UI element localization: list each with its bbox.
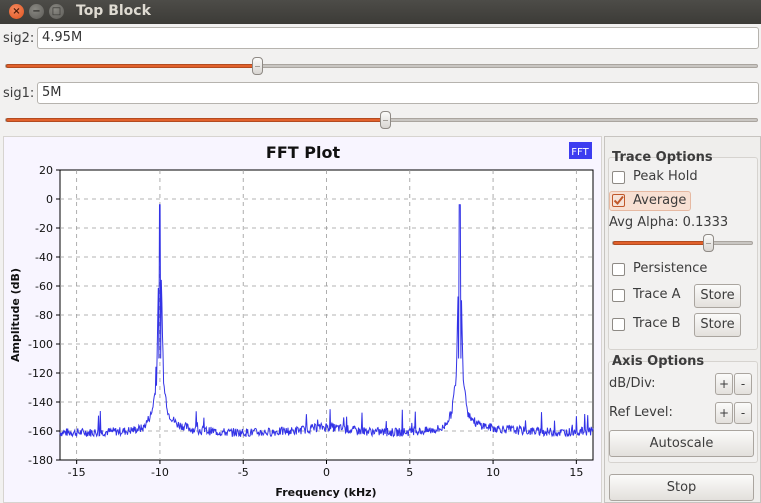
average-checkbox[interactable] [612,194,625,207]
trace-b-checkbox[interactable] [612,318,625,331]
fft-plot[interactable]: FFT Plot FFT -15 -10 -5 0 5 10 15200-20-40-60-… [4,137,601,502]
checkmark-icon [613,195,624,206]
db-div-minus-button[interactable]: - [734,373,752,395]
avg-alpha-slider-handle[interactable] [703,234,714,252]
x-tick-label: 10 [486,466,500,479]
fft-badge-bg [569,142,592,159]
trace-a-store-button[interactable]: Store [694,284,741,308]
avg-alpha-slider-fill [613,241,709,245]
axis-options-header: Axis Options [612,354,705,369]
persistence-checkbox[interactable] [612,263,625,276]
maximize-icon: □ [51,6,62,17]
sig1-label: sig1: [3,86,35,101]
window-title: Top Block [76,3,151,19]
fft-trace [59,204,594,438]
x-axis-label: Frequency (kHz) [275,486,376,499]
ref-level-plus-button[interactable]: + [715,402,733,424]
ref-level-label: Ref Level: [609,405,673,420]
peak-hold-label: Peak Hold [633,169,698,184]
fft-plot-panel: FFT Plot FFT -15 -10 -5 0 5 10 15 20 0 -20 -40 -60-… [3,136,602,503]
sig2-input[interactable]: 4.95M [37,27,759,49]
close-window-button[interactable]: × [9,4,24,19]
sig1-slider[interactable] [5,111,758,129]
plot-grid [60,170,593,460]
x-tick-label: 0 [323,466,330,479]
y-tick-label: -40 [35,251,53,264]
db-div-label: dB/Div: [609,376,656,391]
x-tick-label: 5 [406,466,413,479]
y-tick-label: -140 [28,396,53,409]
x-tick-label: -5 [238,466,249,479]
plot-ticks: -15 -10 -5 0 5 10 15 20 0 -20 -40 -60 -80 -100 -120 -14… [28,164,583,479]
y-tick-label: -120 [28,367,53,380]
y-tick-label: -160 [28,425,53,438]
y-axis-label: Amplitude (dB) [9,268,22,362]
trace-b-label: Trace B [633,316,681,331]
peak-hold-checkbox[interactable] [612,171,625,184]
minimize-window-button[interactable]: − [29,4,44,19]
options-panel: Trace Options Peak Hold Average Avg Alph… [604,136,761,503]
db-div-plus-button[interactable]: + [715,373,733,395]
y-tick-label: -100 [28,338,53,351]
plot-title: FFT Plot [266,143,341,162]
y-tick-label: 20 [39,164,53,177]
minimize-icon: − [32,6,41,17]
stop-button[interactable]: Stop [609,474,754,501]
x-tick-label: -15 [68,466,86,479]
avg-alpha-slider[interactable] [612,234,753,252]
y-tick-label: -180 [28,454,53,467]
maximize-window-button[interactable]: □ [49,4,64,19]
y-tick-label: -60 [35,280,53,293]
sig1-slider-handle[interactable] [380,111,391,129]
average-highlight [609,191,691,211]
trace-options-header: Trace Options [612,150,713,165]
sig2-slider-fill [6,64,258,68]
average-label: Average [633,193,687,208]
x-tick-label: -10 [151,466,169,479]
sig2-label: sig2: [3,31,35,46]
avg-alpha-label: Avg Alpha: 0.1333 [609,215,729,230]
autoscale-button[interactable]: Autoscale [609,430,754,457]
y-tick-label: -20 [35,222,53,235]
y-tick-label: 0 [46,193,53,206]
fft-badge-label: FFT [571,147,589,158]
x-tick-label: 15 [569,466,583,479]
trace-a-checkbox[interactable] [612,289,625,302]
close-icon: × [12,6,21,17]
sig1-slider-fill [6,118,386,122]
ref-level-minus-button[interactable]: - [734,402,752,424]
fft-badge[interactable]: FFT [569,142,592,159]
sig2-slider-handle[interactable] [252,57,263,75]
trace-a-label: Trace A [633,287,681,302]
sig1-input[interactable]: 5M [37,82,759,104]
trace-b-store-button[interactable]: Store [694,313,741,337]
y-tick-label: -80 [35,309,53,322]
sig2-slider[interactable] [5,57,758,75]
window-titlebar: × − □ Top Block [0,0,761,24]
persistence-label: Persistence [633,261,708,276]
